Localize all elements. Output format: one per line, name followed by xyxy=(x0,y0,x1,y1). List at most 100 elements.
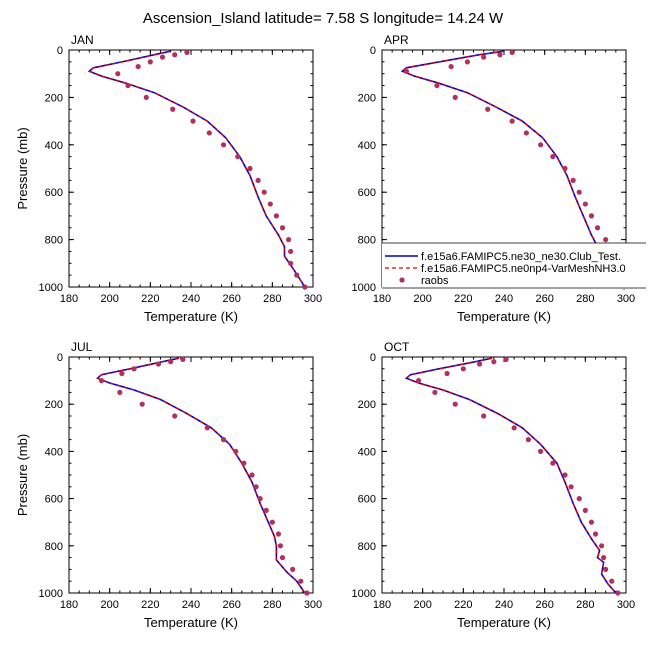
raobs-marker xyxy=(241,460,247,466)
y-tick-label: 200 xyxy=(358,92,376,104)
raobs-marker xyxy=(432,389,438,395)
raobs-marker xyxy=(184,49,190,55)
raobs-marker xyxy=(302,284,308,290)
raobs-marker xyxy=(294,272,300,278)
y-tick-label: 600 xyxy=(45,187,63,199)
raobs-marker xyxy=(588,519,595,525)
raobs-marker xyxy=(576,496,582,502)
raobs-marker xyxy=(115,71,121,77)
y-tick-label: 400 xyxy=(358,446,376,458)
raobs-marker xyxy=(444,370,450,377)
x-tick-label: 280 xyxy=(263,293,281,305)
raobs-marker xyxy=(155,361,162,367)
raobs-marker xyxy=(538,142,544,148)
x-axis-label: Temperature (K) xyxy=(457,309,551,324)
raobs-marker xyxy=(509,118,515,124)
raobs-marker xyxy=(523,130,529,136)
raobs-marker xyxy=(172,413,178,419)
x-tick-label: 200 xyxy=(100,599,118,611)
y-tick-label: 800 xyxy=(358,235,376,247)
y-tick-label: 600 xyxy=(45,494,63,506)
raobs-marker xyxy=(172,52,178,58)
raobs-marker xyxy=(143,94,149,100)
x-tick-label: 260 xyxy=(535,599,553,611)
raobs-marker xyxy=(403,68,409,74)
raobs-marker xyxy=(570,177,576,183)
y-tick-label: 400 xyxy=(45,446,63,458)
x-tick-label: 260 xyxy=(222,599,240,611)
y-tick-label: 1000 xyxy=(39,282,63,294)
panel-jul: 180 200 220 240 260 280 300 0 200 400 600 800 1000 JU… xyxy=(15,340,322,630)
raobs-marker xyxy=(135,63,141,70)
raobs-marker xyxy=(204,425,210,431)
raobs-marker xyxy=(491,359,497,365)
y-tick-label: 800 xyxy=(358,541,376,553)
y-tick-label: 400 xyxy=(45,140,63,152)
raobs-marker xyxy=(279,225,286,231)
raobs-marker xyxy=(249,472,255,478)
plot-frame xyxy=(381,356,627,594)
y-tick-label: 1000 xyxy=(39,588,63,600)
raobs-marker xyxy=(253,484,259,490)
raobs-marker xyxy=(603,566,609,573)
x-tick-label: 220 xyxy=(141,599,159,611)
x-tick-label: 280 xyxy=(576,599,594,611)
panel-label: OCT xyxy=(384,340,410,354)
panel-label: JUL xyxy=(71,340,93,354)
legend-label: f.e15a6.FAMIPC5.ne0np4-VarMeshNH3.0 xyxy=(421,263,626,275)
series-line-model2 xyxy=(88,50,306,288)
raobs-marker xyxy=(582,201,588,207)
raobs-marker xyxy=(290,566,296,573)
plot-frame xyxy=(68,49,314,288)
raobs-marker xyxy=(220,142,227,148)
raobs-marker xyxy=(434,82,440,89)
x-axis-label: Temperature (K) xyxy=(144,615,238,630)
raobs-marker xyxy=(288,260,294,266)
x-tick-label: 300 xyxy=(304,293,322,305)
x-tick-label: 280 xyxy=(263,599,281,611)
y-tick-label: 400 xyxy=(358,140,376,152)
x-tick-label: 180 xyxy=(60,599,78,611)
raobs-marker xyxy=(509,49,515,55)
x-tick-label: 260 xyxy=(222,293,240,305)
raobs-marker xyxy=(220,437,227,443)
x-tick-label: 220 xyxy=(141,293,159,305)
raobs-marker xyxy=(601,555,607,561)
raobs-marker xyxy=(477,361,483,367)
raobs-marker xyxy=(235,154,241,160)
raobs-marker xyxy=(562,472,568,478)
raobs-marker xyxy=(275,531,282,537)
raobs-marker xyxy=(609,578,615,584)
series-line-model2 xyxy=(96,357,306,594)
y-tick-label: 200 xyxy=(45,399,63,411)
legend-background xyxy=(382,243,646,289)
raobs-marker xyxy=(269,519,275,525)
raobs-marker xyxy=(298,578,304,584)
raobs-marker xyxy=(599,543,605,549)
raobs-marker xyxy=(263,507,269,513)
y-tick-label: 200 xyxy=(45,92,63,104)
x-tick-label: 180 xyxy=(60,293,78,305)
x-axis-label: Temperature (K) xyxy=(144,309,238,324)
raobs-marker xyxy=(267,201,273,207)
raobs-marker xyxy=(117,389,123,395)
series-line-model1 xyxy=(404,357,617,594)
y-axis-label: Pressure (mb) xyxy=(15,127,30,209)
legend-label: f.e15a6.FAMIPC5.ne30_ne30.Club_Test. xyxy=(421,251,621,263)
x-tick-label: 180 xyxy=(373,599,391,611)
x-tick-label: 180 xyxy=(373,293,391,305)
raobs-marker xyxy=(190,118,196,124)
y-tick-label: 0 xyxy=(370,352,376,364)
raobs-marker xyxy=(594,225,601,231)
figure-title: Ascension_Island latitude= 7.58 S longit… xyxy=(143,10,504,27)
raobs-marker xyxy=(98,378,105,384)
x-tick-label: 240 xyxy=(495,599,513,611)
raobs-marker xyxy=(273,213,279,219)
raobs-marker xyxy=(257,496,263,502)
raobs-marker xyxy=(562,165,568,172)
y-tick-label: 200 xyxy=(358,399,376,411)
raobs-marker xyxy=(247,165,253,172)
legend: f.e15a6.FAMIPC5.ne30_ne30.Club_Test.f.e1… xyxy=(382,242,646,289)
y-tick-label: 800 xyxy=(45,235,63,247)
